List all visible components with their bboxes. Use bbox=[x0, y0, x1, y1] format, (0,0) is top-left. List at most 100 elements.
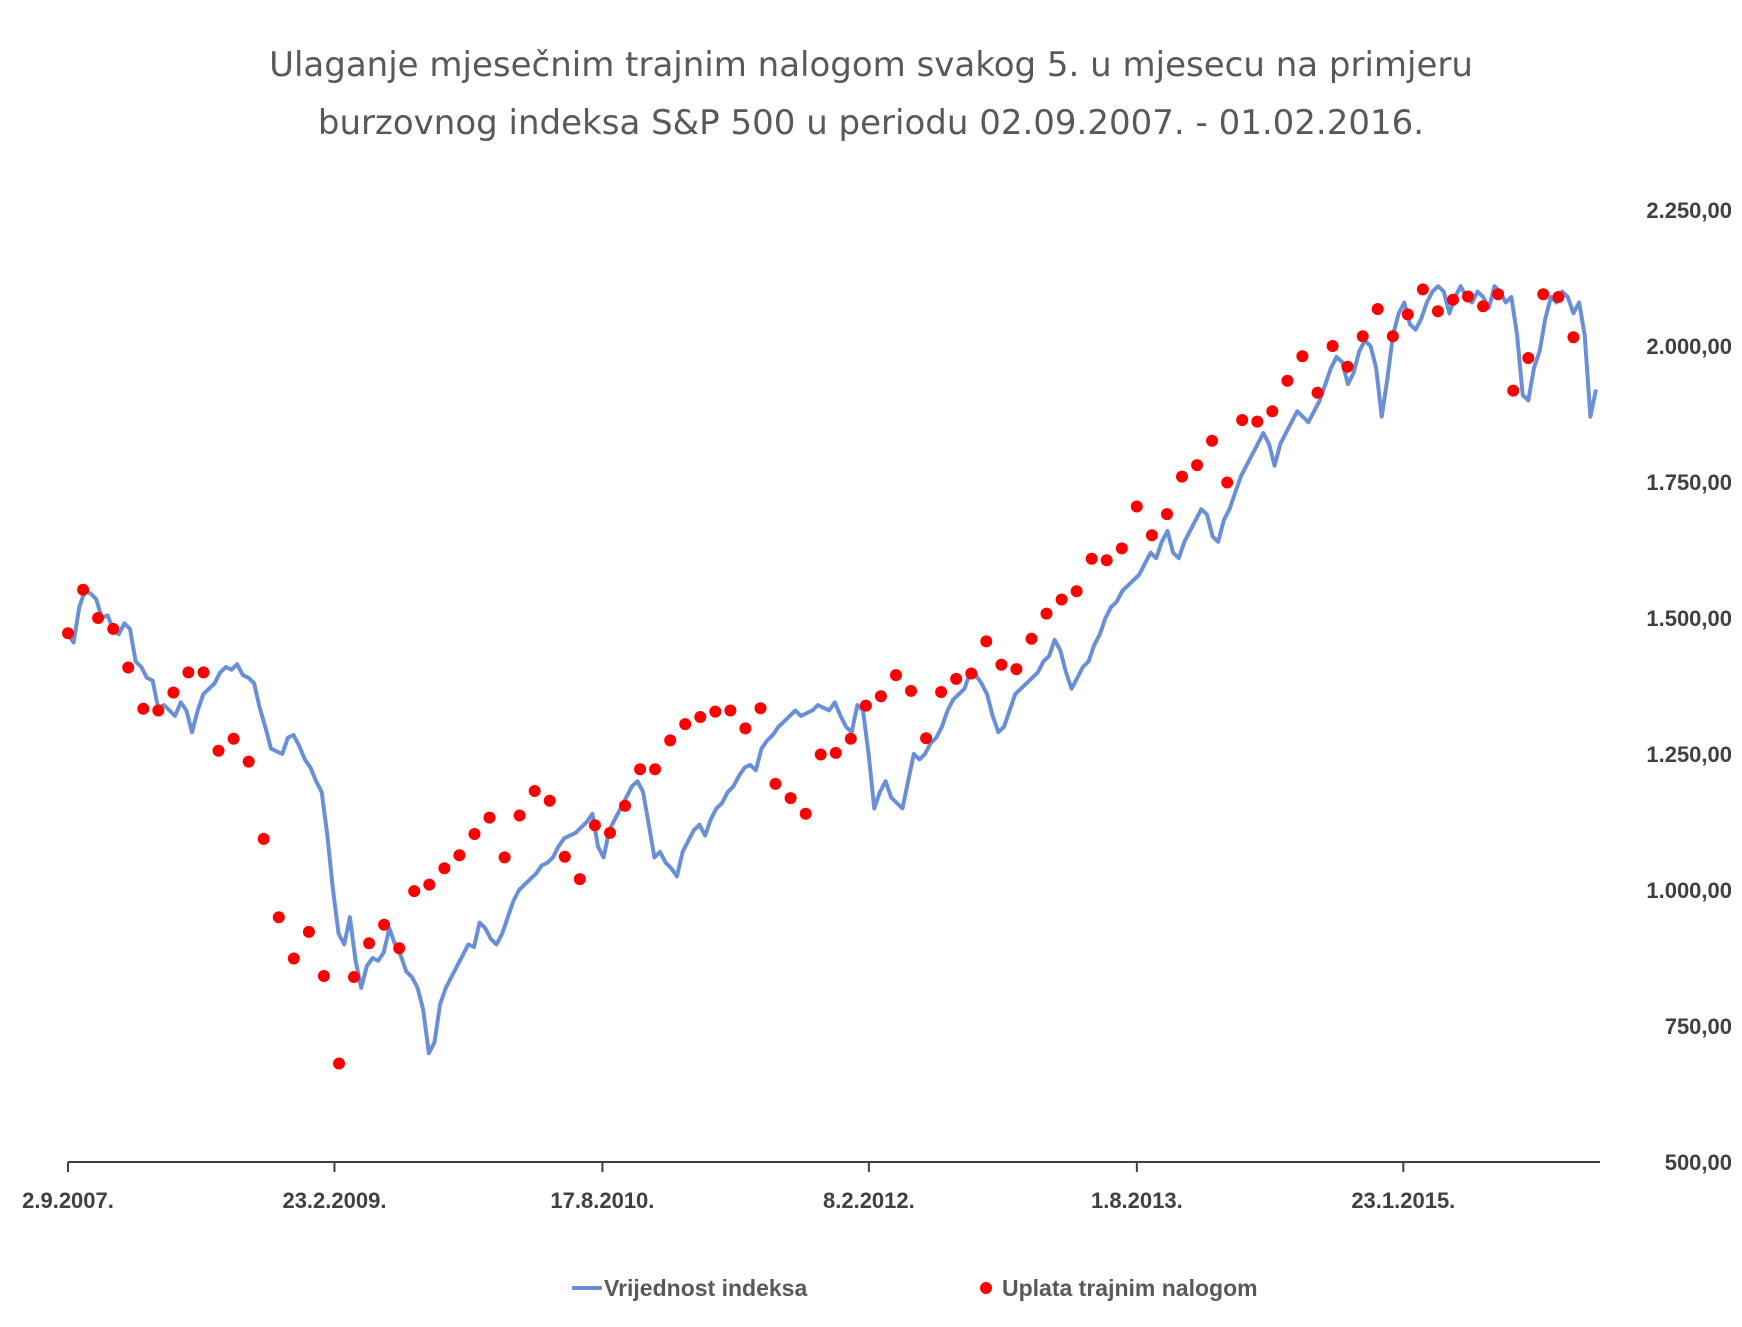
payment-marker bbox=[604, 826, 616, 839]
plot-area bbox=[62, 283, 1598, 1070]
payment-marker bbox=[1055, 593, 1068, 606]
payment-marker bbox=[890, 669, 902, 682]
payment-marker bbox=[152, 704, 165, 717]
payment-marker bbox=[92, 612, 105, 624]
payment-marker bbox=[1070, 585, 1083, 598]
payment-marker bbox=[62, 627, 74, 640]
payment-marker bbox=[333, 1057, 345, 1070]
payment-marker bbox=[1492, 288, 1505, 301]
y-tick-label: 750,00 bbox=[1665, 1014, 1732, 1039]
payment-marker bbox=[1537, 288, 1550, 301]
payment-marker bbox=[438, 862, 451, 875]
payment-marker bbox=[453, 849, 466, 862]
payment-marker bbox=[1221, 476, 1234, 489]
payment-marker bbox=[528, 785, 541, 797]
x-tick-label: 2.9.2007. bbox=[22, 1188, 114, 1213]
payment-marker bbox=[498, 851, 511, 864]
payment-marker bbox=[1326, 340, 1339, 352]
payment-marker bbox=[1311, 386, 1324, 399]
payment-marker bbox=[649, 763, 662, 776]
payment-marker bbox=[829, 746, 842, 759]
payment-marker bbox=[1191, 459, 1204, 472]
legend-label-index: Vrijednost indeksa bbox=[604, 1275, 807, 1301]
payment-marker bbox=[920, 732, 933, 745]
payment-marker bbox=[739, 722, 752, 735]
payment-marker bbox=[1251, 415, 1264, 428]
payment-marker bbox=[1040, 607, 1053, 620]
payment-marker bbox=[1115, 542, 1128, 555]
payment-marker bbox=[1025, 632, 1038, 645]
payment-marker bbox=[1431, 305, 1444, 318]
payment-marker bbox=[348, 971, 360, 983]
payment-marker bbox=[1401, 308, 1414, 321]
payment-marker bbox=[1386, 330, 1399, 343]
payment-marker bbox=[905, 684, 917, 697]
payment-marker bbox=[1567, 331, 1580, 344]
payment-marker bbox=[77, 583, 90, 596]
payment-marker bbox=[859, 699, 872, 712]
payment-marker bbox=[1266, 405, 1279, 418]
payment-marker bbox=[709, 705, 722, 718]
y-tick-label: 1.000,00 bbox=[1646, 878, 1732, 903]
y-tick-label: 500,00 bbox=[1665, 1150, 1732, 1175]
chart-title: Ulaganje mjesečnim trajnim nalogom svako… bbox=[0, 36, 1742, 152]
y-tick-label: 2.250,00 bbox=[1646, 198, 1732, 223]
payment-marker bbox=[1236, 414, 1249, 426]
payment-marker bbox=[573, 873, 586, 886]
y-tick-label: 1.250,00 bbox=[1646, 742, 1732, 767]
payment-marker bbox=[1176, 470, 1188, 483]
payment-marker bbox=[754, 702, 767, 715]
payment-marker bbox=[1085, 552, 1098, 565]
payment-marker bbox=[317, 970, 330, 982]
payment-marker bbox=[107, 622, 120, 635]
payment-marker bbox=[423, 878, 436, 891]
payment-marker bbox=[242, 755, 255, 768]
payment-marker bbox=[1010, 663, 1023, 676]
y-tick-label: 2.000,00 bbox=[1646, 334, 1732, 359]
payment-marker bbox=[1416, 283, 1429, 296]
legend-label-payment: Uplata trajnim nalogom bbox=[1002, 1275, 1258, 1301]
payment-marker bbox=[1462, 290, 1474, 303]
payment-marker bbox=[995, 658, 1008, 671]
payment-marker bbox=[408, 885, 421, 898]
payment-marker bbox=[1281, 374, 1294, 387]
payment-marker bbox=[197, 666, 210, 679]
payment-marker bbox=[122, 661, 135, 674]
payment-marker bbox=[378, 918, 391, 931]
payment-marker bbox=[167, 686, 180, 699]
payment-marker bbox=[724, 704, 737, 717]
payment-marker bbox=[1447, 293, 1459, 306]
payment-marker bbox=[874, 690, 887, 703]
payment-marker bbox=[634, 763, 647, 776]
payment-marker bbox=[137, 702, 150, 715]
payment-marker bbox=[1356, 330, 1369, 343]
payment-marker bbox=[664, 734, 677, 747]
payment-marker bbox=[1477, 300, 1490, 313]
x-tick-label: 8.2.2012. bbox=[823, 1188, 915, 1213]
x-tick-label: 17.8.2010. bbox=[550, 1188, 654, 1213]
payment-marker bbox=[1145, 529, 1158, 542]
payment-marker bbox=[513, 809, 526, 822]
payment-marker bbox=[619, 799, 631, 812]
payment-marker bbox=[1130, 500, 1143, 513]
payment-marker bbox=[1507, 384, 1520, 397]
payment-marker bbox=[558, 850, 571, 863]
payment-marker bbox=[935, 686, 948, 698]
chart-title-line-1: Ulaganje mjesečnim trajnim nalogom svako… bbox=[269, 45, 1473, 85]
chart-title-line-2: burzovnog indeksa S&P 500 u periodu 02.0… bbox=[317, 103, 1425, 143]
payment-marker bbox=[679, 718, 692, 731]
legend: Vrijednost indeksa Uplata trajnim nalogo… bbox=[572, 1275, 1258, 1301]
payment-marker bbox=[1341, 360, 1354, 373]
series-line-index-value bbox=[66, 284, 1598, 1056]
payment-marker bbox=[287, 952, 300, 965]
payment-marker bbox=[844, 732, 857, 745]
payment-marker bbox=[694, 711, 707, 723]
payment-marker bbox=[1206, 434, 1219, 447]
payment-marker bbox=[1100, 554, 1113, 567]
payment-marker bbox=[182, 666, 195, 679]
payment-marker bbox=[799, 807, 812, 820]
legend-marker-swatch bbox=[980, 1282, 992, 1294]
payment-marker bbox=[769, 777, 782, 790]
x-tick-label: 1.8.2013. bbox=[1091, 1188, 1183, 1213]
